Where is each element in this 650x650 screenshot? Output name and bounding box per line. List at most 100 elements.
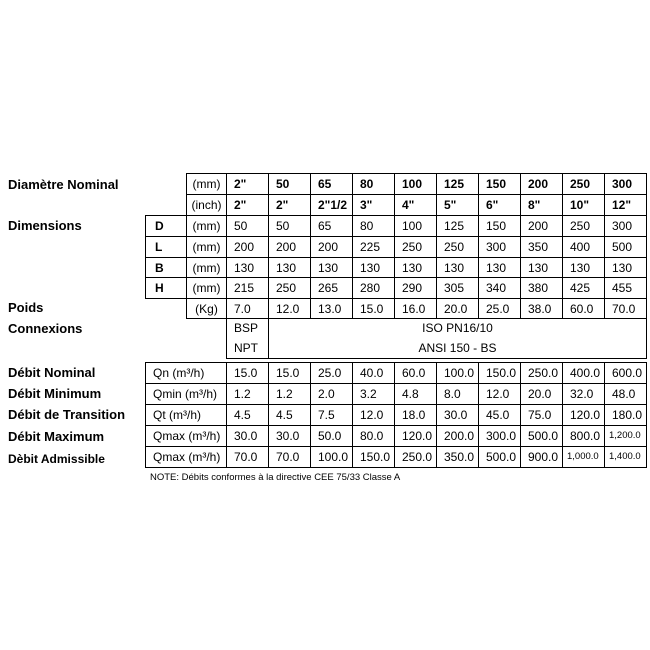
- value-cell: 900.0: [520, 446, 563, 468]
- value-cell: 600.0: [604, 362, 647, 384]
- value-cell: 25.0: [310, 362, 353, 384]
- value-cell: 8.0: [436, 383, 479, 405]
- table-row: H (mm) 215 250 265 280 290 305 340 380 4…: [145, 277, 647, 299]
- value-cell: 50: [268, 215, 311, 237]
- value-cell: 150: [478, 215, 521, 237]
- column-header: 250: [562, 173, 605, 195]
- value-cell: 130: [268, 257, 311, 278]
- column-header: 2"1/2: [310, 194, 353, 216]
- value-cell: 130: [478, 257, 521, 278]
- value-cell: 425: [562, 277, 605, 299]
- table-row: Qn (m³/h) 15.0 15.0 25.0 40.0 60.0 100.0…: [145, 362, 647, 384]
- value-cell: 500.0: [520, 425, 563, 447]
- value-cell: 12.0: [268, 298, 311, 319]
- spec-table: (mm) 2" 50 65 80 100 125 150 200 250 300…: [145, 173, 647, 359]
- unit-cell: (mm): [186, 277, 227, 299]
- flow-row-label: Qt (m³/h): [145, 404, 227, 426]
- value-cell: 4.5: [268, 404, 311, 426]
- spacer-cell: [187, 319, 227, 338]
- flow-row-label: Qmax (m³/h): [145, 425, 227, 447]
- connexion-type-bsp: BSP: [234, 321, 259, 335]
- dimension-key: H: [145, 277, 187, 299]
- value-cell: 15.0: [352, 298, 395, 319]
- value-cell: 30.0: [226, 425, 269, 447]
- value-cell: 3.2: [352, 383, 395, 405]
- row-label-debit-maximum: Débit Maximum: [8, 429, 105, 444]
- value-cell: 48.0: [604, 383, 647, 405]
- value-cell: 40.0: [352, 362, 395, 384]
- flow-row-label: Qn (m³/h): [145, 362, 227, 384]
- dimension-key: B: [145, 257, 187, 278]
- value-cell: 130: [394, 257, 437, 278]
- flow-row-label: Qmin (m³/h): [145, 383, 227, 405]
- value-cell: 18.0: [394, 404, 437, 426]
- value-cell: 250.0: [520, 362, 563, 384]
- column-header: 2": [226, 194, 269, 216]
- column-header: 80: [352, 173, 395, 195]
- value-cell: 4.8: [394, 383, 437, 405]
- connexion-standard-ansi: ANSI 150 - BS: [418, 341, 497, 355]
- column-header: 2": [268, 194, 311, 216]
- value-cell: 20.0: [436, 298, 479, 319]
- value-cell: 60.0: [562, 298, 605, 319]
- table-row: Qmin (m³/h) 1.2 1.2 2.0 3.2 4.8 8.0 12.0…: [145, 383, 647, 405]
- table-row: (inch) 2" 2" 2"1/2 3" 4" 5" 6" 8" 10" 12…: [146, 194, 647, 216]
- value-cell: 60.0: [394, 362, 437, 384]
- value-cell: 250.0: [394, 446, 437, 468]
- spacer-cell: [146, 299, 187, 319]
- value-cell: 250: [562, 215, 605, 237]
- column-header: 8": [520, 194, 563, 216]
- unit-cell: (mm): [186, 215, 227, 237]
- value-cell: 16.0: [394, 298, 437, 319]
- value-cell: 350: [520, 236, 563, 258]
- column-header: 300: [604, 173, 647, 195]
- connexion-type-cell: BSP NPT: [226, 318, 269, 359]
- value-cell: 200: [520, 215, 563, 237]
- unit-cell: (mm): [186, 173, 227, 195]
- value-cell: 50: [226, 215, 269, 237]
- spacer-cell: [146, 174, 187, 195]
- value-cell: 125: [436, 215, 479, 237]
- table-row: D (mm) 50 50 65 80 100 125 150 200 250 3…: [145, 215, 647, 237]
- value-cell: 250: [268, 277, 311, 299]
- value-cell: 290: [394, 277, 437, 299]
- table-row: BSP NPT ISO PN16/10 ANSI 150 - BS: [146, 318, 647, 359]
- row-label-diametre-nominal: Diamètre Nominal: [8, 177, 119, 192]
- value-cell: 130: [310, 257, 353, 278]
- value-cell: 300.0: [478, 425, 521, 447]
- column-header: 65: [310, 173, 353, 195]
- column-header: 5": [436, 194, 479, 216]
- connexion-type-npt: NPT: [234, 341, 258, 355]
- value-cell: 500.0: [478, 446, 521, 468]
- value-cell: 100.0: [310, 446, 353, 468]
- value-cell: 4.5: [226, 404, 269, 426]
- dimension-key: D: [145, 215, 187, 237]
- spacer-cell: [146, 195, 187, 216]
- value-cell: 130: [226, 257, 269, 278]
- unit-cell: (inch): [186, 194, 227, 216]
- table-row: Qmax (m³/h) 30.0 30.0 50.0 80.0 120.0 20…: [145, 425, 647, 447]
- value-cell: 2.0: [310, 383, 353, 405]
- table-row: Qmax (m³/h) 70.0 70.0 100.0 150.0 250.0 …: [145, 446, 647, 468]
- value-cell: 32.0: [562, 383, 605, 405]
- connexion-standard-cell: ISO PN16/10 ANSI 150 - BS: [268, 318, 647, 359]
- value-cell: 215: [226, 277, 269, 299]
- value-cell: 350.0: [436, 446, 479, 468]
- value-cell: 265: [310, 277, 353, 299]
- value-cell: 50.0: [310, 425, 353, 447]
- unit-cell: (mm): [186, 257, 227, 278]
- value-cell: 340: [478, 277, 521, 299]
- connexion-standard-iso: ISO PN16/10: [422, 321, 493, 335]
- value-cell: 1,000.0: [562, 446, 605, 468]
- value-cell: 800.0: [562, 425, 605, 447]
- value-cell: 180.0: [604, 404, 647, 426]
- column-header: 50: [268, 173, 311, 195]
- row-label-debit-admissible: Dèbit Admissible: [8, 452, 105, 466]
- value-cell: 25.0: [478, 298, 521, 319]
- value-cell: 500: [604, 236, 647, 258]
- column-header: 6": [478, 194, 521, 216]
- value-cell: 1.2: [268, 383, 311, 405]
- footnote: NOTE: Débits conformes à la directive CE…: [150, 472, 401, 483]
- value-cell: 120.0: [394, 425, 437, 447]
- column-header: 125: [436, 173, 479, 195]
